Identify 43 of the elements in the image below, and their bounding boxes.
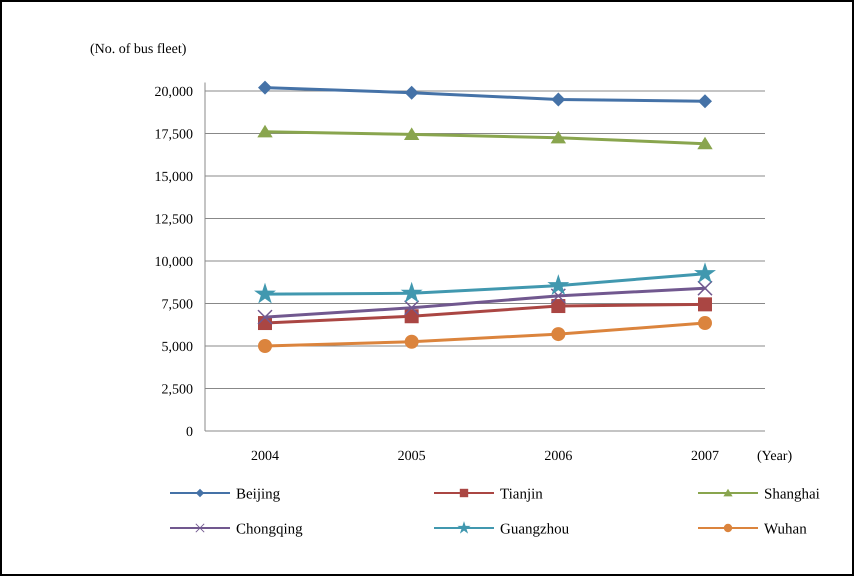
y-tick-label: 20,000	[154, 84, 193, 100]
point	[698, 316, 712, 330]
point	[547, 274, 570, 295]
point	[404, 334, 419, 349]
point	[697, 280, 713, 296]
y-tick-label: 5,000	[162, 340, 193, 355]
point	[697, 136, 713, 150]
point	[551, 92, 566, 106]
point	[404, 86, 419, 100]
x-tick-label: 2006	[544, 449, 572, 464]
y-tick-label: 17,500	[154, 127, 193, 142]
y-tick-label: 2,500	[162, 382, 193, 398]
x-tick-label: 2004	[251, 449, 279, 464]
x-tick-label: 2005	[398, 449, 426, 464]
legend-label: Shanghai	[764, 486, 820, 502]
point	[404, 300, 420, 316]
point	[698, 94, 712, 108]
x-tick-label: 2007	[691, 449, 719, 464]
point	[257, 309, 273, 325]
point	[400, 282, 423, 303]
y-tick-label: 12,500	[154, 212, 193, 228]
point	[551, 327, 566, 342]
point	[254, 282, 276, 304]
legend-label: Guangzhou	[500, 521, 570, 538]
point	[258, 80, 272, 95]
y-axis-title: (No. of bus fleet)	[90, 42, 187, 57]
point	[404, 127, 420, 140]
point	[550, 288, 566, 304]
point	[694, 262, 716, 284]
legend-label: Chongqing	[236, 521, 304, 538]
y-tick-label: 10,000	[154, 254, 193, 270]
point	[258, 339, 272, 353]
point	[551, 299, 566, 314]
y-tick-label: 0	[186, 424, 193, 440]
point	[698, 297, 712, 312]
y-tick-label: 15,000	[154, 170, 193, 185]
y-tick-label: 7,500	[162, 297, 193, 312]
x-axis-title: (Year)	[757, 449, 792, 464]
legend-label: Beijing	[236, 486, 281, 502]
point	[257, 124, 273, 138]
legend-label: Wuhan	[764, 521, 808, 538]
legend-label: Tianjin	[500, 486, 544, 502]
point	[550, 130, 566, 144]
